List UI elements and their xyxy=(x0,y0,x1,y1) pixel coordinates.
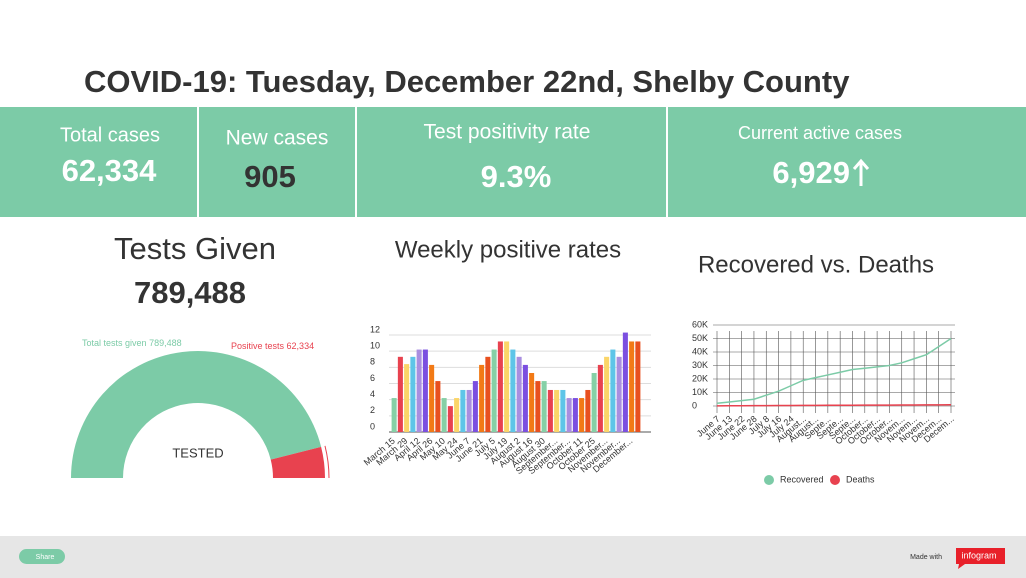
y-tick-label: 50K xyxy=(692,333,708,343)
bar xyxy=(429,364,435,432)
gauge-label: Positive tests 62,334 xyxy=(231,341,314,351)
gauge-center-label: TESTED xyxy=(172,445,223,460)
bar xyxy=(635,341,641,432)
gauge-outline xyxy=(324,445,330,479)
stats-band xyxy=(0,107,1026,217)
bar xyxy=(397,356,403,432)
y-tick-label: 20K xyxy=(692,373,708,383)
bar xyxy=(535,381,541,432)
bar xyxy=(454,398,460,432)
bar xyxy=(497,341,503,432)
bar xyxy=(547,389,553,432)
bar xyxy=(510,349,516,432)
y-tick-label: 30K xyxy=(692,360,708,370)
bar xyxy=(522,364,528,432)
y-tick-label: 2 xyxy=(370,405,375,415)
gauge-label-value: 789,488 xyxy=(149,338,182,348)
y-tick-label: 8 xyxy=(370,357,375,367)
y-tick-label: 10 xyxy=(370,341,380,351)
stat-value: 6,929 xyxy=(772,155,850,190)
bar xyxy=(447,406,453,432)
y-tick-label: 6 xyxy=(370,373,375,383)
stat-value: 62,334 xyxy=(62,153,158,188)
bar xyxy=(591,372,597,432)
gauge-label-name: Positive tests xyxy=(231,341,285,351)
bar xyxy=(604,356,610,432)
legend-swatch xyxy=(830,475,840,485)
bar xyxy=(597,364,603,432)
bar xyxy=(616,356,622,432)
made-with: Made with xyxy=(910,554,942,561)
bar xyxy=(416,349,422,432)
stat-value: 9.3% xyxy=(481,159,552,194)
chart-title: Recovered vs. Deaths xyxy=(698,251,934,278)
bar xyxy=(422,349,428,432)
bar xyxy=(441,398,447,432)
legend-label: Deaths xyxy=(846,474,875,484)
brand-logo[interactable] xyxy=(956,548,1005,569)
bar xyxy=(541,381,547,432)
share-text[interactable]: Share xyxy=(36,554,55,561)
gauge-label-value: 62,334 xyxy=(287,341,315,351)
bar xyxy=(610,349,616,432)
bar xyxy=(554,389,560,432)
bar xyxy=(410,356,416,432)
bar xyxy=(485,356,491,432)
bar xyxy=(466,389,472,432)
stat-label: Total cases xyxy=(60,124,160,146)
y-tick-label: 10K xyxy=(692,387,708,397)
bar xyxy=(579,398,585,432)
up-arrow-icon xyxy=(852,158,870,186)
brand-text[interactable]: infogram xyxy=(961,550,996,560)
bar xyxy=(491,349,497,432)
chart-title: Weekly positive rates xyxy=(395,236,621,263)
y-tick-label: 12 xyxy=(370,324,380,334)
bar xyxy=(435,381,441,432)
bar xyxy=(504,341,510,432)
stat-label: Test positivity rate xyxy=(424,121,591,144)
bar xyxy=(572,398,578,432)
footer xyxy=(0,536,1026,578)
y-tick-label: 4 xyxy=(370,389,375,399)
bar xyxy=(560,389,566,432)
bar xyxy=(516,356,522,432)
legend-label: Recovered xyxy=(780,474,824,484)
stat-value: 905 xyxy=(244,159,296,194)
y-tick-label: 0 xyxy=(692,400,697,410)
gauge-arc xyxy=(270,446,325,478)
gauge-label-name: Total tests given xyxy=(82,338,147,348)
bar xyxy=(479,364,485,432)
bar xyxy=(391,398,397,432)
gauge-label: Total tests given 789,488 xyxy=(82,338,182,348)
bar xyxy=(472,381,478,432)
stat-label: Current active cases xyxy=(738,123,902,143)
bar xyxy=(460,389,466,432)
bar xyxy=(585,389,591,432)
gauge-arc xyxy=(71,351,322,478)
y-tick-label: 40K xyxy=(692,346,708,356)
legend-swatch xyxy=(764,475,774,485)
y-tick-label: 60K xyxy=(692,319,708,329)
title: COVID-19: Tuesday, December 22nd, Shelby… xyxy=(84,64,850,99)
y-tick-label: 0 xyxy=(370,421,375,431)
bar xyxy=(529,372,535,432)
bar xyxy=(404,364,410,432)
bar xyxy=(622,332,628,432)
bar xyxy=(566,398,572,432)
stat-label: New cases xyxy=(226,127,329,150)
line-series xyxy=(716,404,952,407)
tests-label: Tests Given xyxy=(114,231,276,266)
tests-value: 789,488 xyxy=(134,275,246,310)
bar xyxy=(629,341,635,432)
line-series xyxy=(716,337,952,405)
share-button[interactable] xyxy=(19,549,65,564)
